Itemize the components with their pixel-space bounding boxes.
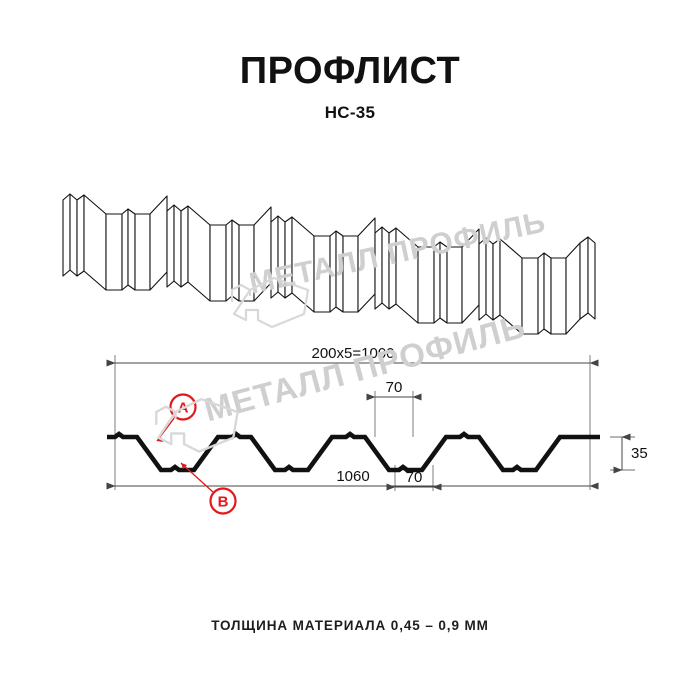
dimension-label-profile-height: 35 [631,445,648,462]
callout-a-label: A [178,400,189,417]
callout-b-arrowhead [181,463,187,469]
cross-section-svg: 200x5=1000 1060 35 70 70 [106,345,648,515]
iso-corrugation-group [62,193,596,335]
product-model: НС-35 [324,103,376,122]
callout-b-leader [180,462,214,493]
isometric-profile-svg [62,193,596,335]
dimension-profile-height: 35 [613,433,648,474]
title-block: ПРОФЛИСТ НС-35 [0,52,700,123]
page-title: ПРОФЛИСТ [239,50,461,92]
dimension-crest-width: 70 [366,379,422,401]
callout-b-label: B [218,494,229,511]
isometric-view [60,178,645,335]
dimension-label-pitch-total: 200x5=1000 [312,345,395,362]
dimension-pitch-total: 200x5=1000 [106,345,599,367]
callout-b[interactable]: B [180,462,237,515]
dimension-label-crest-width: 70 [386,379,403,396]
material-thickness-note: ТОЛЩИНА МАТЕРИАЛА 0,45 – 0,9 ММ [211,618,489,633]
profile-outline [107,431,600,473]
dimension-valley-width: 70 [386,469,442,491]
callout-a-leader [156,416,176,442]
section-view: 200x5=1000 1060 35 70 70 [95,345,648,515]
callout-a[interactable]: A [156,393,197,443]
dimension-label-valley-width: 70 [406,469,423,486]
dimension-overall-width: 1060 [106,468,599,490]
callout-b-circle [209,487,237,515]
dimension-label-overall-width: 1060 [336,468,369,485]
